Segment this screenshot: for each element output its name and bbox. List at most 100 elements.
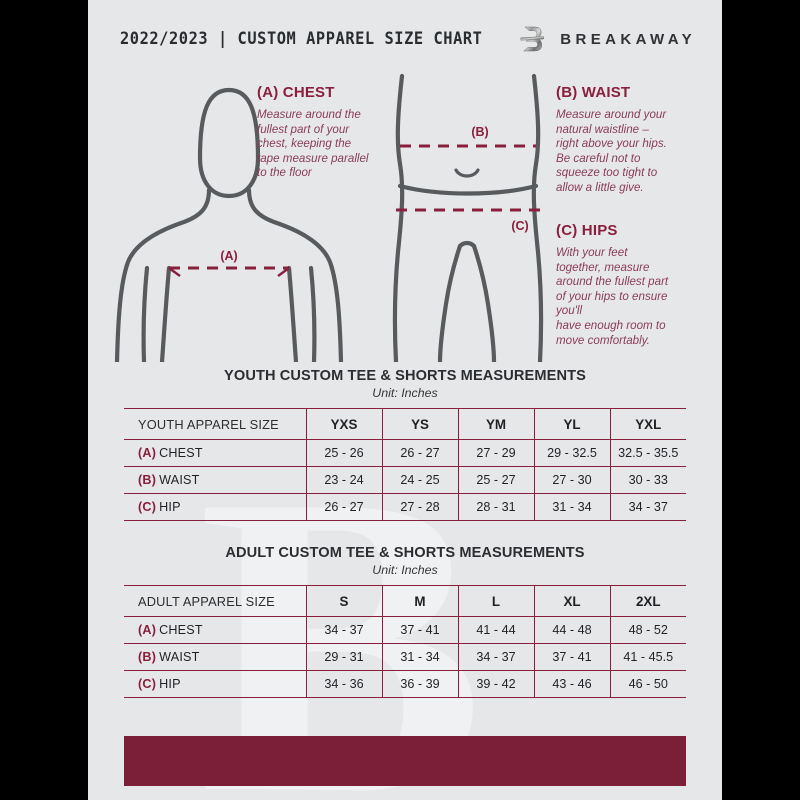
- youth-header-label: YOUTH APPAREL SIZE: [124, 408, 307, 440]
- right-leg-inner: [471, 243, 497, 362]
- youth-cell: 26 - 27: [305, 493, 383, 521]
- youth-table-unit: Unit: Inches: [372, 386, 438, 400]
- navel-mark: [454, 168, 480, 178]
- row-label-text: WAIST: [159, 650, 200, 664]
- hip-line-label: (C): [511, 219, 528, 233]
- youth-cell: 27 - 29: [457, 439, 535, 467]
- youth-size-table-block: YOUTH CUSTOM TEE & SHORTS MEASUREMENTS U…: [124, 368, 686, 521]
- instruction-hips-body: With your feet together, measure around …: [556, 246, 669, 347]
- adult-table-unit: Unit: Inches: [372, 563, 438, 577]
- instruction-chest: (A) CHEST Measure around the fullest par…: [257, 84, 417, 181]
- right-hip-outline: [531, 73, 544, 362]
- youth-cell: 28 - 31: [457, 493, 535, 521]
- adult-row-label: (C) HIP: [124, 670, 307, 698]
- brand-name: BREAKAWAY: [560, 30, 696, 48]
- left-leg-inner: [437, 243, 463, 362]
- instruction-waist: (B) WAIST Measure around your natural wa…: [556, 84, 716, 196]
- youth-cell: 32.5 - 35.5: [609, 439, 686, 467]
- row-label-text: HIP: [159, 677, 181, 691]
- youth-cell: 27 - 28: [381, 493, 459, 521]
- right-shoulder-arm: [246, 187, 344, 362]
- table-row: (C) HIP 26 - 27 27 - 28 28 - 31 31 - 34 3…: [124, 493, 686, 521]
- adult-cell: 43 - 46: [533, 670, 611, 698]
- youth-cell: 34 - 37: [609, 493, 686, 521]
- table-header-row: YOUTH APPAREL SIZE YXS YS YM YL YXL: [124, 408, 686, 440]
- youth-cell: 30 - 33: [609, 466, 686, 494]
- brand-lockup: BREAKAWAY: [516, 24, 696, 54]
- table-row: (B) WAIST 29 - 31 31 - 34 34 - 37 37 - 41…: [124, 643, 686, 671]
- instruction-waist-body: Measure around your natural waistline – …: [556, 108, 667, 194]
- adult-size-table-block: ADULT CUSTOM TEE & SHORTS MEASUREMENTS U…: [124, 545, 686, 698]
- left-hip-outline: [392, 73, 405, 362]
- table-row: (C) HIP 34 - 36 36 - 39 39 - 42 43 - 46 4…: [124, 670, 686, 698]
- adult-cell: 41 - 45.5: [609, 643, 686, 671]
- row-tag: (C): [138, 677, 157, 691]
- adult-cell: 37 - 41: [381, 616, 459, 644]
- adult-cell: 36 - 39: [381, 670, 459, 698]
- chest-measure-line: [168, 266, 290, 277]
- waist-line-label: (B): [471, 125, 488, 139]
- head-outline: [197, 87, 261, 199]
- hip-curve: [397, 183, 539, 196]
- row-tag: (B): [138, 473, 157, 487]
- youth-size-header: YXS: [305, 408, 383, 440]
- youth-size-table: YOUTH APPAREL SIZE YXS YS YM YL YXL (A) C…: [124, 408, 686, 521]
- breakaway-b-logo-icon: [520, 26, 545, 52]
- youth-row-label: (A) CHEST: [124, 439, 307, 467]
- adult-size-header: XL: [533, 585, 611, 617]
- youth-size-header: YXL: [609, 408, 686, 440]
- row-label-text: HIP: [159, 500, 181, 514]
- adult-cell: 46 - 50: [609, 670, 686, 698]
- adult-size-header: 2XL: [609, 585, 686, 617]
- adult-table-title: ADULT CUSTOM TEE & SHORTS MEASUREMENTS: [225, 545, 585, 561]
- adult-size-table: ADULT APPAREL SIZE S M L XL 2XL (A) CHEST…: [124, 585, 686, 698]
- left-inner-arm: [141, 265, 150, 362]
- youth-cell: 23 - 24: [305, 466, 383, 494]
- adult-cell: 29 - 31: [305, 643, 383, 671]
- measurement-diagrams: (A) (B): [88, 72, 722, 362]
- instruction-chest-body: Measure around the fullest part of your …: [257, 108, 369, 180]
- adult-cell: 41 - 44: [457, 616, 535, 644]
- instruction-chest-title: (A) CHEST: [257, 84, 335, 101]
- adult-cell: 34 - 37: [457, 643, 535, 671]
- youth-row-label: (C) HIP: [124, 493, 307, 521]
- youth-cell: 25 - 26: [305, 439, 383, 467]
- youth-cell: 26 - 27: [381, 439, 459, 467]
- youth-size-header: YM: [457, 408, 535, 440]
- adult-cell: 44 - 48: [533, 616, 611, 644]
- size-chart-page: B 2022/2023 | CUSTOM APPAREL SIZE CHART: [88, 0, 722, 800]
- adult-row-label: (A) CHEST: [124, 616, 307, 644]
- table-row: (B) WAIST 23 - 24 24 - 25 25 - 27 27 - 30…: [124, 466, 686, 494]
- page-title: 2022/2023 | CUSTOM APPAREL SIZE CHART: [120, 29, 483, 48]
- left-shoulder-arm: [114, 187, 212, 362]
- adult-size-header: M: [381, 585, 459, 617]
- row-tag: (A): [138, 623, 157, 637]
- adult-header-label: ADULT APPAREL SIZE: [124, 585, 307, 617]
- adult-size-header: S: [305, 585, 383, 617]
- youth-cell: 31 - 34: [533, 493, 611, 521]
- row-tag: (B): [138, 650, 157, 664]
- youth-row-label: (B) WAIST: [124, 466, 307, 494]
- youth-cell: 29 - 32.5: [533, 439, 611, 467]
- lower-body-figure: (B) (C): [392, 73, 544, 362]
- table-header-row: ADULT APPAREL SIZE S M L XL 2XL: [124, 585, 686, 617]
- table-row: (A) CHEST 34 - 37 37 - 41 41 - 44 44 - 48…: [124, 616, 686, 644]
- youth-size-header: YS: [381, 408, 459, 440]
- row-label-text: WAIST: [159, 473, 200, 487]
- row-tag: (C): [138, 500, 157, 514]
- instruction-waist-title: (B) WAIST: [556, 84, 631, 101]
- youth-cell: 25 - 27: [457, 466, 535, 494]
- youth-size-header: YL: [533, 408, 611, 440]
- upper-body-figure: (A): [114, 87, 344, 362]
- right-inner-arm: [308, 265, 317, 362]
- adult-cell: 48 - 52: [609, 616, 686, 644]
- left-torso-side: [159, 265, 172, 362]
- row-label-text: CHEST: [159, 446, 203, 460]
- adult-cell: 34 - 37: [305, 616, 383, 644]
- adult-cell: 37 - 41: [533, 643, 611, 671]
- instruction-hips-title: (C) HIPS: [556, 222, 618, 239]
- youth-table-title: YOUTH CUSTOM TEE & SHORTS MEASUREMENTS: [224, 368, 586, 384]
- youth-cell: 27 - 30: [533, 466, 611, 494]
- crotch-curve: [457, 240, 477, 249]
- adult-cell: 39 - 42: [457, 670, 535, 698]
